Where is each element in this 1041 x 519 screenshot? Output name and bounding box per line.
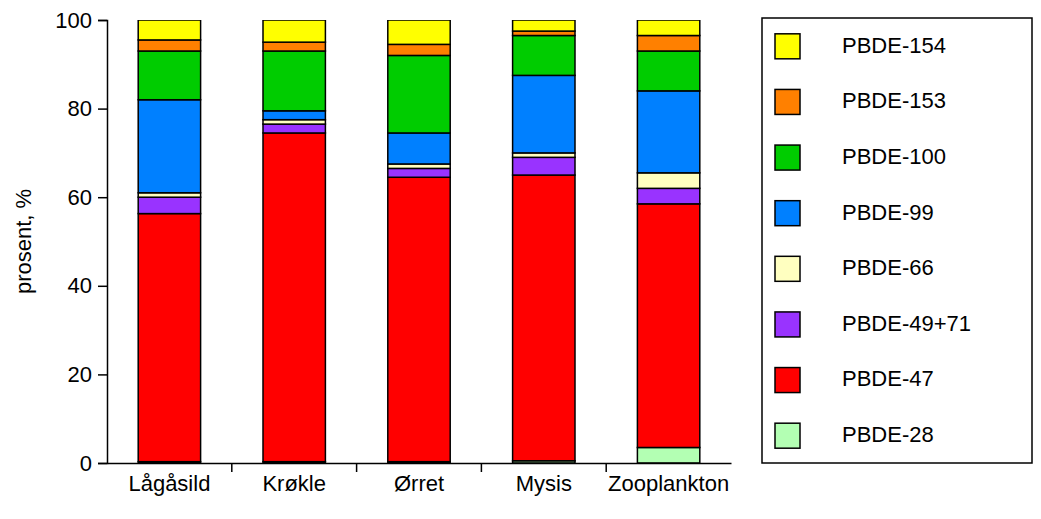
bar-segment — [637, 36, 699, 52]
bar-segment — [637, 447, 699, 463]
x-tick: Mysis — [516, 463, 572, 496]
y-tick-label: 0 — [80, 451, 92, 476]
legend-swatch — [775, 145, 800, 170]
y-tick-mark — [98, 286, 107, 288]
bar-segment — [637, 20, 699, 36]
bar-segment — [388, 168, 450, 177]
x-tick-label: Zooplankton — [608, 471, 729, 496]
y-tick-label: 60 — [68, 185, 92, 210]
y-axis-line — [98, 21, 108, 464]
y-tick: 80 — [68, 96, 107, 121]
y-tick: 0 — [80, 451, 107, 476]
x-tick: Krøkle — [262, 463, 326, 496]
bar-segment — [637, 51, 699, 91]
bar-segment — [513, 20, 575, 31]
bar-segment — [138, 20, 200, 40]
x-tick-label: Ørret — [394, 471, 444, 496]
bar-segment — [637, 91, 699, 173]
y-tick: 40 — [68, 273, 107, 298]
x-tick: Lågåsild — [128, 463, 210, 496]
bar-segment — [138, 214, 200, 462]
bar-segment — [138, 51, 200, 100]
y-axis: 0 20 40 60 80 100 — [55, 8, 107, 476]
y-tick-label: 80 — [68, 96, 92, 121]
bar-segment — [388, 20, 450, 44]
legend: PBDE-154 PBDE-153 PBDE-100 PBDE-99 PBDE-66 PB… — [762, 18, 1032, 463]
legend-swatch — [775, 201, 800, 226]
legend-swatch — [775, 256, 800, 281]
legend-swatch — [775, 368, 800, 393]
y-tick-label: 100 — [55, 8, 92, 33]
y-tick-mark — [98, 108, 107, 110]
legend-label: PBDE-47 — [842, 366, 934, 391]
bar-segment — [513, 157, 575, 175]
bar-segment — [388, 133, 450, 164]
category-separator — [605, 463, 607, 472]
y-tick-mark — [98, 197, 107, 199]
category-separator — [356, 463, 358, 472]
bar-segment — [388, 55, 450, 133]
bar-segment — [263, 124, 325, 133]
x-tick-label: Krøkle — [262, 471, 326, 496]
bar-segment — [263, 133, 325, 462]
y-tick-label: 40 — [68, 273, 92, 298]
legend-label: PBDE-28 — [842, 422, 934, 447]
x-tick: Zooplankton — [608, 463, 729, 496]
category-separator — [481, 463, 483, 472]
legend-swatch — [775, 34, 800, 59]
bar-segment — [388, 44, 450, 55]
bar-segment — [263, 20, 325, 42]
bars — [138, 20, 700, 463]
x-tick: Ørret — [394, 463, 444, 496]
x-tick-label: Mysis — [516, 471, 572, 496]
bar-segment — [138, 40, 200, 51]
y-tick-label: 20 — [68, 362, 92, 387]
bar-segment — [263, 111, 325, 120]
bar-segment — [513, 36, 575, 76]
bar-segment — [637, 188, 699, 204]
legend-label: PBDE-66 — [842, 255, 934, 280]
bar-segment — [513, 175, 575, 461]
bar-segment — [263, 51, 325, 111]
y-tick-mark — [98, 374, 107, 376]
plot: 0 20 40 60 80 100 Lågåsild Krøkle Ørret Mysis Zoop… — [55, 8, 731, 496]
bar-segment — [513, 75, 575, 153]
x-axis-line — [108, 463, 732, 465]
bar-segment — [138, 100, 200, 193]
y-axis-title: prosent, % — [11, 189, 36, 294]
legend-label: PBDE-153 — [842, 88, 946, 113]
bar-segment — [637, 173, 699, 189]
bar-segment — [138, 197, 200, 213]
y-tick-mark — [98, 463, 107, 465]
legend-swatch — [775, 312, 800, 337]
y-tick: 100 — [55, 8, 107, 33]
category-separator — [231, 463, 233, 472]
bar-segment — [388, 177, 450, 461]
y-tick-mark — [98, 20, 107, 22]
y-tick: 20 — [68, 362, 107, 387]
legend-label: PBDE-49+71 — [842, 311, 971, 336]
chart: 0 20 40 60 80 100 Lågåsild Krøkle Ørret Mysis Zoop… — [0, 0, 1041, 519]
bar-segment — [263, 42, 325, 51]
legend-frame — [762, 18, 1032, 463]
legend-label: PBDE-154 — [842, 33, 946, 58]
bar-segment — [637, 204, 699, 448]
x-axis: Lågåsild Krøkle Ørret Mysis Zooplankton — [108, 463, 732, 496]
legend-label: PBDE-99 — [842, 200, 934, 225]
legend-swatch — [775, 423, 800, 448]
legend-swatch — [775, 89, 800, 114]
y-tick: 60 — [68, 185, 107, 210]
x-tick-label: Lågåsild — [128, 471, 210, 496]
legend-label: PBDE-100 — [842, 144, 946, 169]
